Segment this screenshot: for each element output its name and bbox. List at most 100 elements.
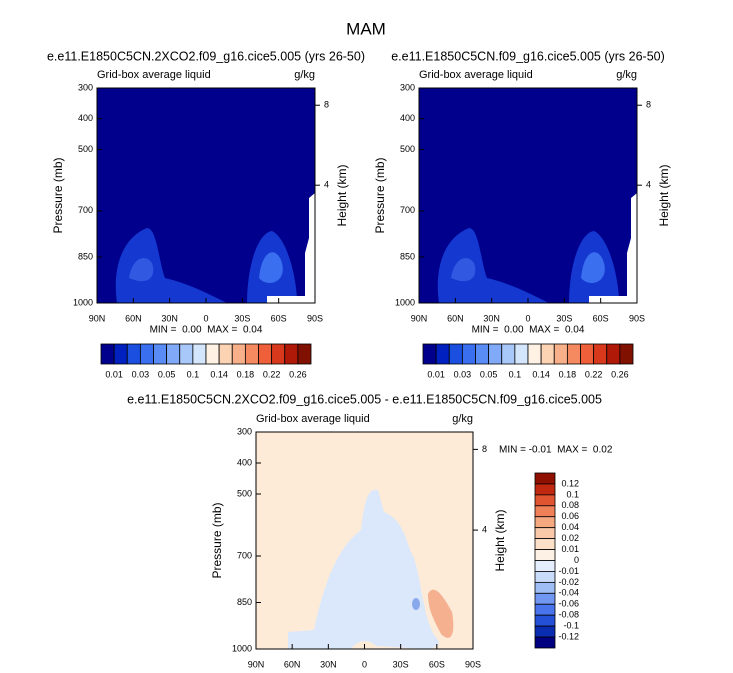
- colorbar-label: 0.01: [561, 544, 579, 554]
- colorbar-box: [534, 516, 556, 529]
- contour-field: [419, 88, 637, 303]
- colorbar-label: 0.05: [158, 369, 176, 379]
- colorbar-box: [139, 343, 154, 365]
- y-tick-label: 700: [400, 205, 415, 215]
- colorbar-box: [534, 549, 556, 561]
- colorbar-box: [461, 343, 476, 365]
- y-tick-label: 400: [400, 113, 415, 123]
- colorbar-box: [271, 343, 286, 365]
- colorbar-label: 0: [574, 555, 579, 565]
- min-max-annotation: MIN = 0.00 MAX = 0.04: [150, 325, 263, 336]
- y2-tick-label: 8: [324, 100, 329, 110]
- y2-tick-label: 4: [324, 180, 329, 190]
- x-tick-label: 90S: [307, 313, 323, 323]
- colorbar-box: [475, 343, 490, 365]
- colorbar-box: [100, 343, 115, 365]
- colorbar-label: 0.14: [210, 369, 228, 379]
- colorbar-label: 0.05: [480, 369, 498, 379]
- colorbar-label: -0.1: [563, 621, 579, 631]
- colorbar-box: [534, 505, 556, 518]
- x-tick-label: 30S: [393, 659, 409, 669]
- left-label: Grid-box average liquid: [256, 413, 370, 425]
- y-tick-label: 700: [237, 550, 252, 560]
- colorbar-label: 0.18: [237, 369, 255, 379]
- colorbar-label: -0.01: [558, 566, 579, 576]
- colorbar-label: 0.12: [561, 478, 579, 488]
- colorbar-box: [606, 343, 621, 365]
- y-tick-label: 300: [237, 426, 252, 436]
- colorbar-label: 0.14: [532, 369, 550, 379]
- x-tick-label: 60N: [447, 313, 464, 323]
- colorbar-label: 0.18: [559, 369, 577, 379]
- figure-title: MAM: [346, 19, 386, 38]
- colorbar-box: [534, 614, 556, 627]
- colorbar-box: [126, 343, 141, 365]
- y2-tick-label: 4: [646, 180, 651, 190]
- colorbar-box: [566, 343, 581, 365]
- colorbar-box: [580, 343, 595, 365]
- x-tick-label: 90N: [248, 659, 265, 669]
- x-tick-label: 60N: [284, 659, 301, 669]
- colorbar-box: [192, 343, 207, 365]
- colorbar-box: [153, 343, 168, 365]
- colorbar-label: 0.03: [454, 369, 472, 379]
- min-max-annotation: MIN = -0.01 MAX = 0.02: [499, 445, 613, 456]
- panel-title: e.e11.E1850C5CN.2XCO2.f09_g16.cice5.005 …: [127, 392, 602, 406]
- y-axis-label: Pressure (mb): [51, 157, 65, 233]
- y2-axis-label: Height (km): [335, 164, 349, 226]
- colorbar-box: [534, 636, 556, 649]
- contour-field: [97, 88, 315, 303]
- y-tick-label: 1000: [232, 643, 252, 653]
- colorbar-label: 0.08: [561, 500, 579, 510]
- x-tick-label: 60S: [593, 313, 609, 323]
- x-tick-label: 90N: [89, 313, 106, 323]
- colorbar-box: [244, 343, 259, 365]
- y-tick-label: 400: [237, 457, 252, 467]
- x-tick-label: 0: [362, 659, 367, 669]
- y-tick-label: 700: [78, 205, 93, 215]
- colorbar-box: [534, 560, 556, 572]
- colorbar-box: [514, 343, 529, 365]
- colorbar-box: [422, 343, 437, 365]
- x-tick-label: 30N: [320, 659, 337, 669]
- colorbar-label: -0.06: [558, 599, 579, 609]
- colorbar-box: [593, 343, 608, 365]
- x-tick-label: 90S: [629, 313, 645, 323]
- colorbar-label: 0.01: [105, 369, 123, 379]
- colorbar-box: [534, 483, 556, 496]
- panel-title: e.e11.E1850C5CN.f09_g16.cice5.005 (yrs 2…: [391, 49, 665, 63]
- colorbar-box: [297, 343, 312, 365]
- colorbar-label: 0.03: [132, 369, 150, 379]
- x-tick-label: 60S: [271, 313, 287, 323]
- colorbar-label: 0.04: [561, 522, 579, 532]
- x-tick-label: 30N: [483, 313, 500, 323]
- x-tick-label: 30N: [161, 313, 178, 323]
- colorbar-label: -0.12: [558, 631, 579, 641]
- panel: e.e11.E1850C5CN.2XCO2.f09_g16.cice5.005 …: [47, 49, 365, 379]
- y-tick-label: 400: [78, 113, 93, 123]
- colorbar-box: [540, 343, 555, 365]
- colorbar-label: 0.02: [561, 533, 579, 543]
- y2-axis-label: Height (km): [657, 164, 671, 226]
- x-tick-label: 90S: [465, 659, 481, 669]
- contour-field: [256, 432, 473, 649]
- x-tick-label: 0: [203, 313, 208, 323]
- colorbar-box: [284, 343, 299, 365]
- colorbar-box: [534, 527, 556, 540]
- y-tick-label: 300: [400, 82, 415, 92]
- y-tick-label: 850: [237, 597, 252, 607]
- colorbar-label: 0.22: [585, 369, 603, 379]
- left-label: Grid-box average liquid: [97, 69, 211, 81]
- x-tick-label: 30S: [556, 313, 572, 323]
- y-axis-label: Pressure (mb): [373, 157, 387, 233]
- y2-tick-label: 8: [482, 444, 487, 454]
- colorbar-label: -0.04: [558, 588, 579, 598]
- colorbar-box: [534, 538, 556, 550]
- right-label: g/kg: [452, 413, 473, 425]
- colorbar-label: 0.06: [561, 511, 579, 521]
- y2-axis-label: Height (km): [493, 509, 507, 571]
- y-tick-label: 1000: [73, 297, 93, 307]
- colorbar-box: [488, 343, 503, 365]
- colorbar-box: [553, 343, 568, 365]
- colorbar-box: [218, 343, 233, 365]
